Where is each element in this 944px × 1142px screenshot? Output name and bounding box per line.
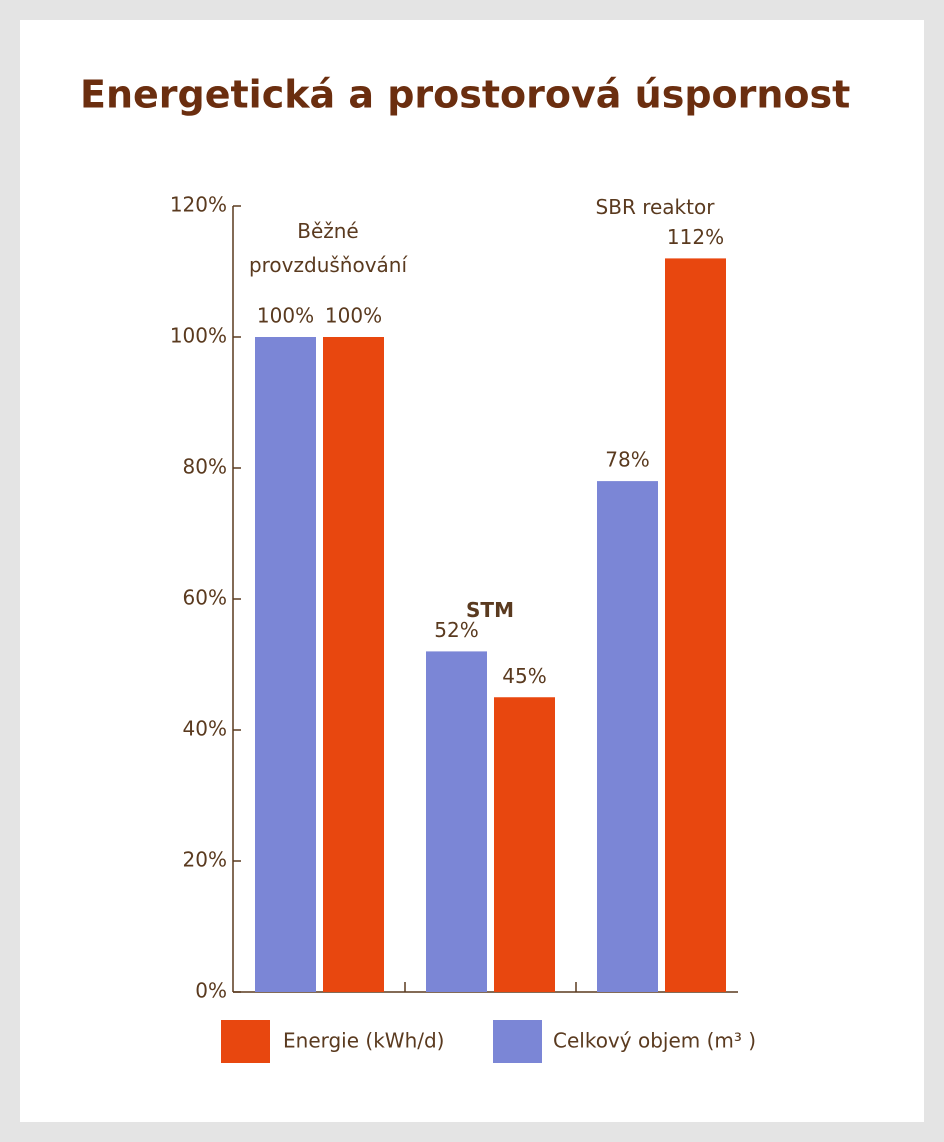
chart-title: Energetická a prostorová úspornost	[80, 73, 850, 117]
y-tick-label: 0%	[195, 979, 227, 1003]
y-tick-label: 80%	[183, 455, 227, 479]
legend-swatch	[221, 1020, 270, 1063]
legend-swatch	[493, 1020, 542, 1063]
bar	[665, 258, 726, 992]
category-label: STM	[466, 598, 514, 622]
y-tick-label: 40%	[183, 717, 227, 741]
value-label: 52%	[434, 618, 478, 642]
value-label: 112%	[667, 225, 724, 249]
value-label: 100%	[325, 304, 382, 328]
value-label: 45%	[502, 664, 546, 688]
y-tick-label: 120%	[170, 193, 227, 217]
value-label: 78%	[605, 448, 649, 472]
legend-label: Celkový objem (m³ )	[553, 1029, 756, 1053]
bar	[426, 651, 487, 992]
y-tick-label: 60%	[183, 586, 227, 610]
bar	[255, 337, 316, 992]
y-tick-label: 20%	[183, 848, 227, 872]
bar	[597, 481, 658, 992]
bar	[323, 337, 384, 992]
legend-label: Energie (kWh/d)	[283, 1029, 444, 1053]
value-label: 100%	[257, 304, 314, 328]
bar	[494, 697, 555, 992]
category-label: SBR reaktor	[595, 195, 715, 219]
category-label: Běžné provzdušňování	[248, 219, 408, 277]
y-tick-label: 100%	[170, 324, 227, 348]
